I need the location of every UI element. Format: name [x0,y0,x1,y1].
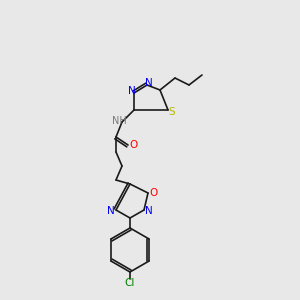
Text: N: N [107,206,115,216]
Text: N: N [145,206,153,216]
Text: Cl: Cl [125,278,135,288]
Text: S: S [169,107,175,117]
Text: N: N [128,86,136,96]
Text: N: N [145,78,153,88]
Text: O: O [149,188,157,198]
Text: NH: NH [112,116,126,126]
Text: O: O [130,140,138,150]
